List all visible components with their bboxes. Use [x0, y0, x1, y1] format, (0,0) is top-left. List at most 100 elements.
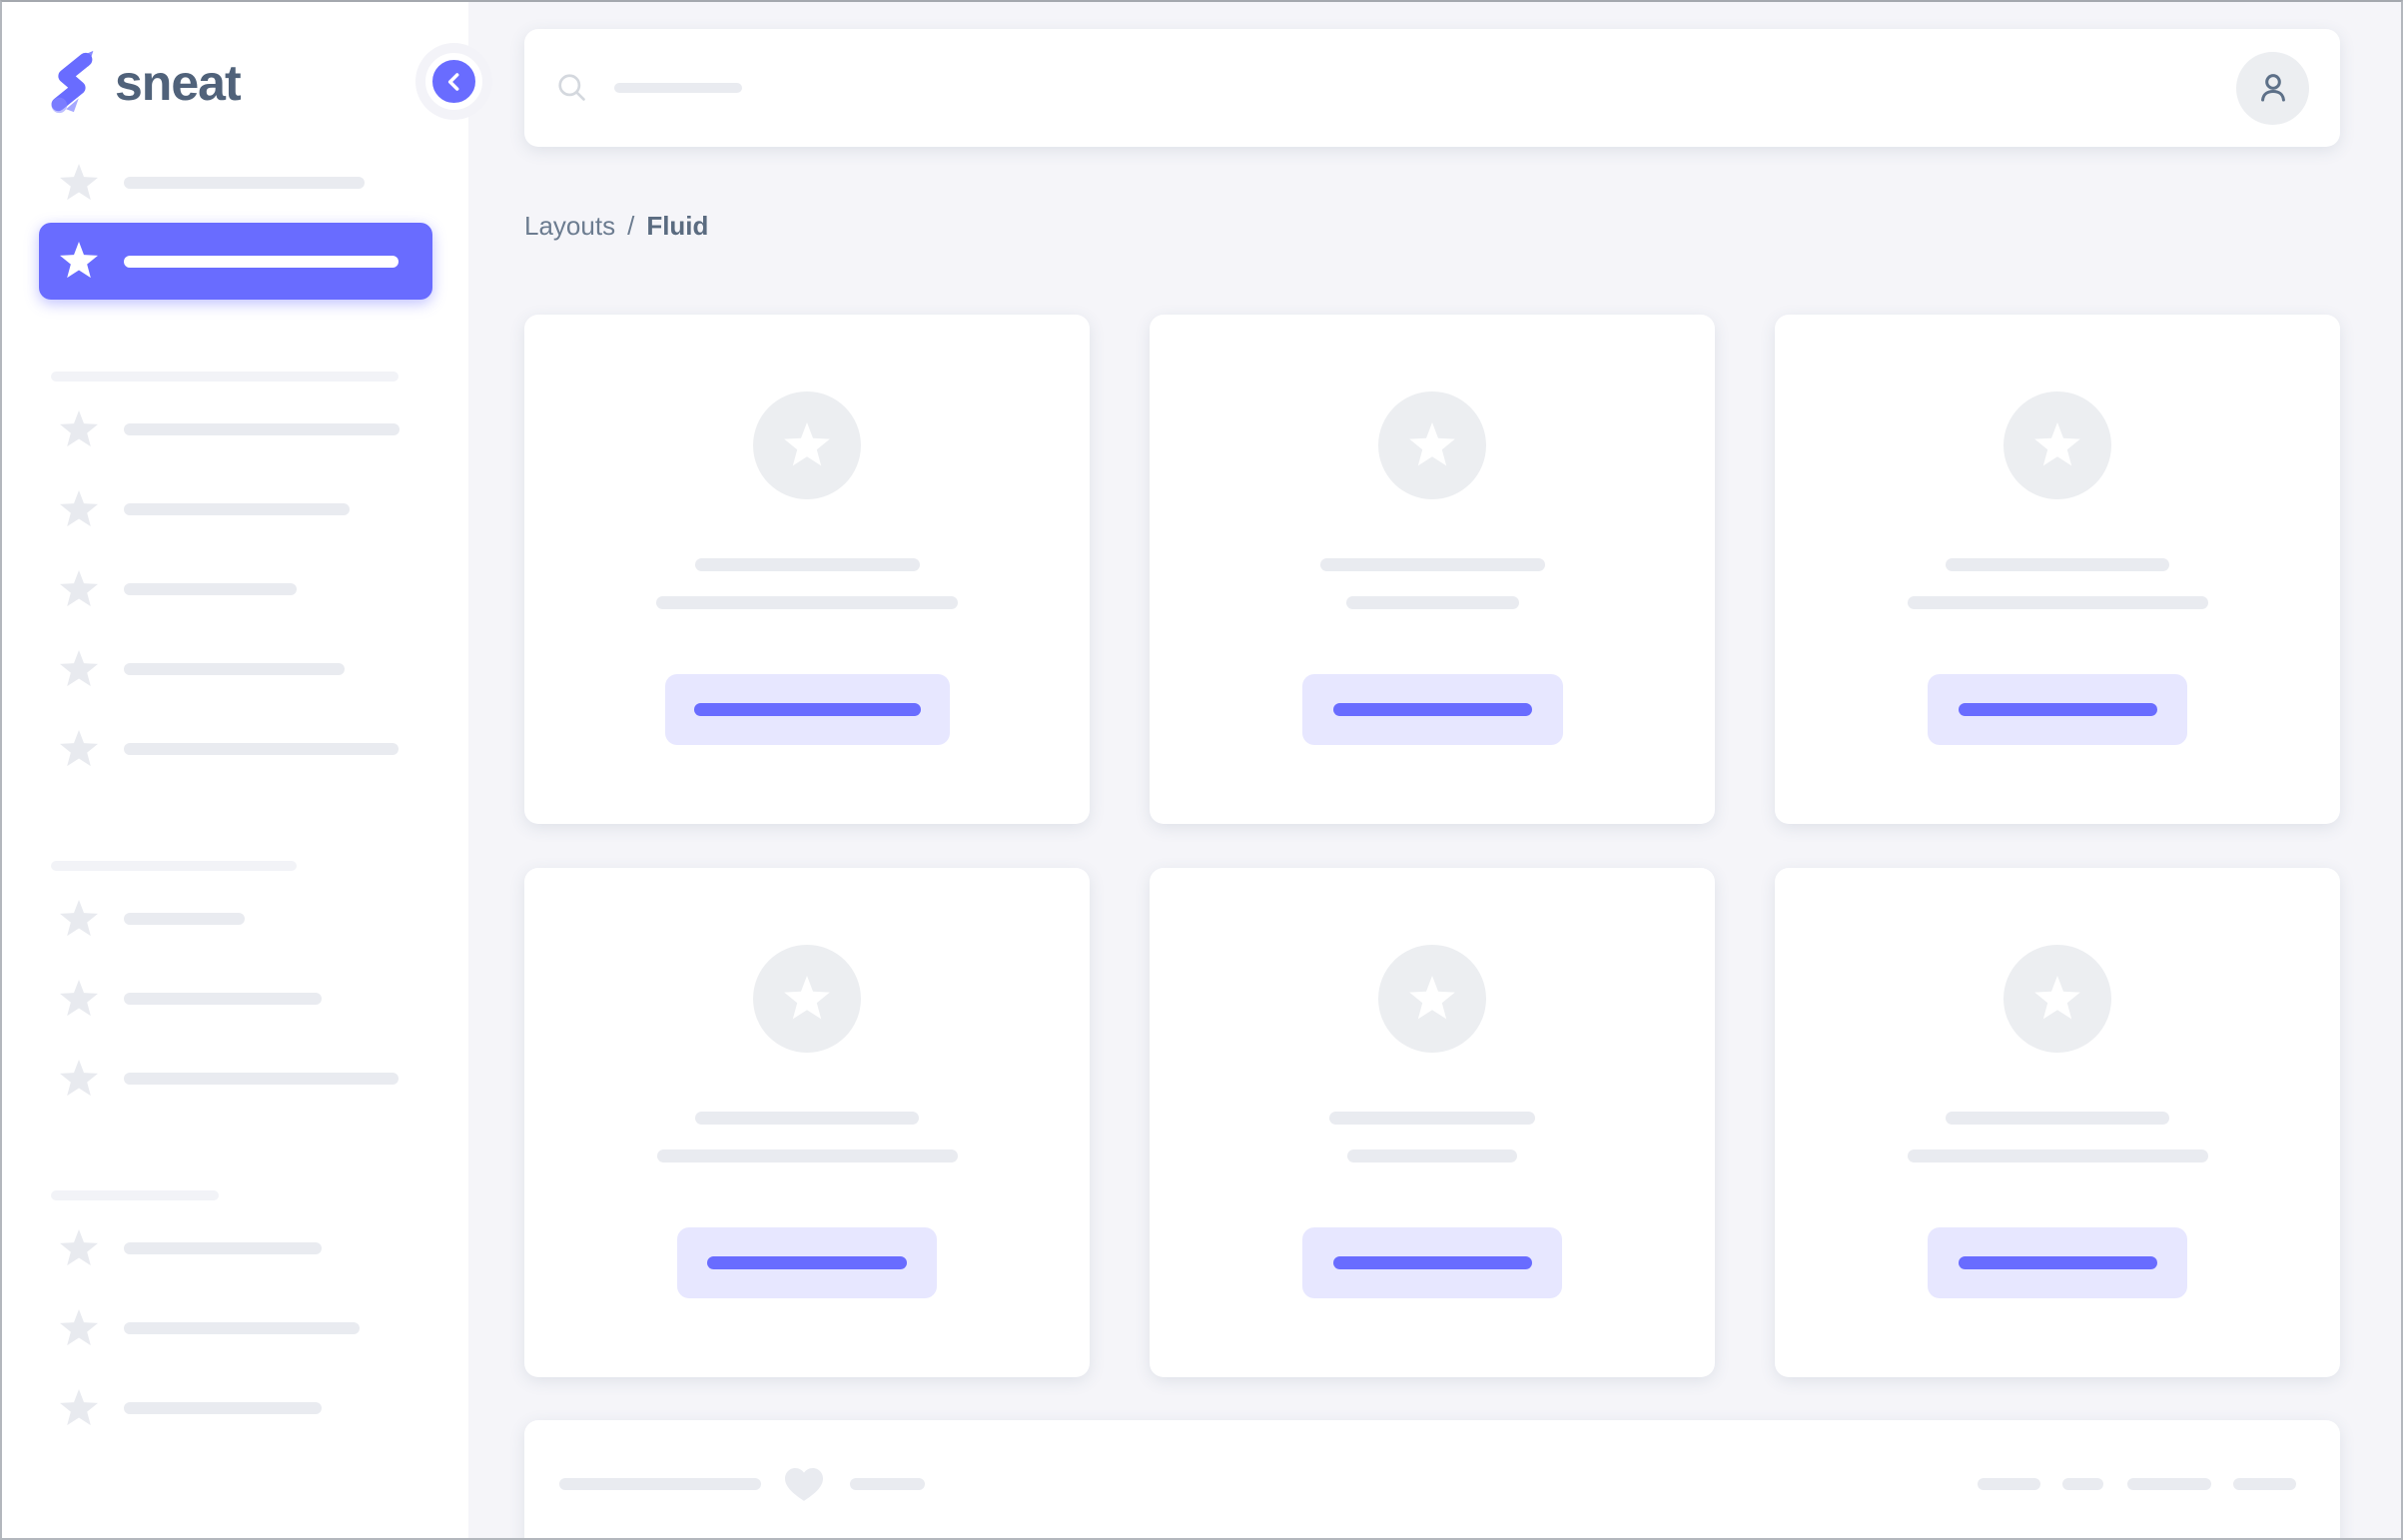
sidebar-item[interactable]: [2, 959, 468, 1039]
star-icon: [60, 163, 98, 200]
skeleton-line: [1345, 596, 1519, 609]
placeholder-card: [524, 315, 1090, 824]
placeholder-button[interactable]: [677, 1227, 937, 1298]
button-label-skeleton: [1332, 1256, 1532, 1269]
sidebar-menu: [2, 143, 468, 1448]
star-icon: [60, 649, 98, 686]
star-icon: [60, 569, 98, 606]
placeholder-button[interactable]: [1928, 1227, 2187, 1298]
skeleton-chip: [2062, 1478, 2103, 1490]
skeleton-line: [1907, 596, 2208, 609]
sidebar-item[interactable]: [2, 469, 468, 549]
sidebar-collapse-button[interactable]: [425, 53, 482, 110]
star-icon: [60, 489, 98, 526]
star-icon: [2034, 976, 2080, 1020]
sidebar-item[interactable]: [2, 549, 468, 629]
skeleton-line: [1946, 1112, 2169, 1125]
user-avatar[interactable]: [2236, 51, 2309, 125]
sneat-bolt-icon: [51, 50, 94, 114]
star-icon: [2034, 422, 2080, 466]
skeleton-label: [124, 1242, 322, 1254]
button-label-skeleton: [693, 703, 921, 716]
heart-icon: [784, 1467, 824, 1502]
skeleton-label: [124, 993, 322, 1005]
sidebar-section-divider: [51, 1190, 468, 1200]
breadcrumb-section[interactable]: Layouts: [524, 211, 616, 241]
star-icon: [60, 242, 98, 279]
star-icon: [1409, 422, 1455, 466]
skeleton-label: [124, 1073, 399, 1085]
star-avatar: [1378, 945, 1486, 1053]
placeholder-button[interactable]: [1928, 674, 2187, 745]
star-avatar: [753, 391, 861, 499]
skeleton-label: [124, 583, 297, 595]
sidebar-item[interactable]: [2, 1368, 468, 1448]
star-icon: [60, 1228, 98, 1265]
placeholder-card: [1150, 315, 1715, 824]
sidebar-item-active[interactable]: [39, 223, 432, 300]
skeleton-section-title: [51, 1190, 219, 1200]
skeleton-label: [124, 663, 345, 675]
skeleton-line: [656, 596, 958, 609]
star-icon: [60, 1059, 98, 1096]
chevron-left-icon: [447, 72, 458, 91]
star-icon: [60, 729, 98, 766]
sidebar-item[interactable]: [2, 389, 468, 469]
skeleton-line: [1319, 558, 1545, 571]
skeleton-line: [850, 1478, 925, 1490]
placeholder-button[interactable]: [1301, 674, 1563, 745]
main-content: Layouts / Fluid: [468, 2, 2401, 1538]
skeleton-line: [1907, 1150, 2208, 1162]
skeleton-label: [124, 177, 365, 189]
skeleton-section-title: [51, 861, 297, 871]
skeleton-chip: [1978, 1478, 2040, 1490]
sidebar-item[interactable]: [2, 629, 468, 709]
star-icon: [60, 899, 98, 936]
skeleton-label: [124, 423, 400, 435]
button-label-skeleton: [1958, 703, 2157, 716]
skeleton-label: [124, 1322, 360, 1334]
list-card-left-group: [559, 1466, 925, 1502]
star-icon: [60, 409, 98, 446]
skeleton-line: [559, 1478, 761, 1490]
skeleton-chip: [2127, 1478, 2211, 1490]
placeholder-card: [524, 868, 1090, 1377]
brand-logo[interactable]: sneat: [2, 2, 468, 118]
star-icon: [60, 979, 98, 1016]
star-avatar: [753, 945, 861, 1053]
placeholder-button[interactable]: [664, 674, 950, 745]
sidebar-item[interactable]: [2, 879, 468, 959]
placeholder-card: [1775, 868, 2340, 1377]
breadcrumb: Layouts / Fluid: [524, 211, 2340, 242]
sidebar-item[interactable]: [2, 1208, 468, 1288]
skeleton-chip: [2233, 1478, 2296, 1490]
skeleton-label: [124, 913, 245, 925]
breadcrumb-current: Fluid: [646, 211, 709, 241]
sidebar-item[interactable]: [2, 143, 468, 223]
skeleton-line: [695, 1112, 919, 1125]
list-card-right-group: [1978, 1466, 2296, 1502]
sidebar-item[interactable]: [2, 709, 468, 789]
star-icon: [784, 422, 830, 466]
skeleton-line: [1347, 1150, 1517, 1162]
list-card: [524, 1420, 2340, 1538]
top-navbar: [524, 29, 2340, 147]
skeleton-line: [1946, 558, 2169, 571]
person-icon: [2260, 74, 2285, 102]
search-placeholder-skeleton: [614, 83, 742, 93]
skeleton-label: [124, 503, 350, 515]
star-icon: [1409, 976, 1455, 1020]
skeleton-label: [124, 743, 399, 755]
skeleton-line: [656, 1150, 958, 1162]
sidebar: sneat: [2, 2, 482, 1538]
placeholder-card: [1150, 868, 1715, 1377]
star-icon: [60, 1388, 98, 1425]
placeholder-button[interactable]: [1302, 1227, 1562, 1298]
breadcrumb-separator: /: [627, 211, 635, 241]
skeleton-line: [1329, 1112, 1535, 1125]
sidebar-item[interactable]: [2, 1288, 468, 1368]
search-input[interactable]: [556, 72, 2236, 104]
sidebar-item[interactable]: [2, 1039, 468, 1119]
search-icon: [558, 74, 585, 101]
skeleton-label: [124, 255, 399, 268]
